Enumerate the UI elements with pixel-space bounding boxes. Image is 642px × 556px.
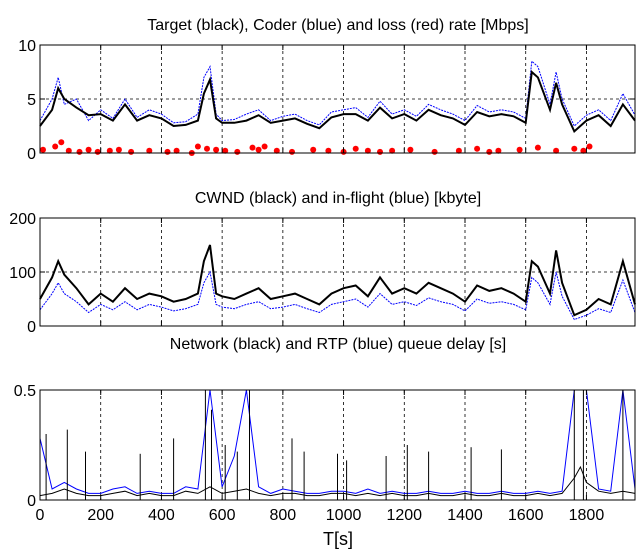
plot-area-0 [39,45,636,156]
plot-area-2 [39,389,636,500]
x-tick-label: 0 [36,507,45,524]
loss-point [377,148,383,155]
loss-point [106,147,113,154]
loss-point [249,144,256,151]
x-tick-label: 1200 [386,507,422,524]
plot-area-1 [39,218,636,326]
loss-point [431,148,438,155]
rtp-delay-line [39,389,636,494]
y-tick-label: 0 [27,493,36,510]
panel-cwnd-title: CWND (black) and in-flight (blue) [kbyte… [195,190,481,207]
y-tick-label: 10 [18,38,36,55]
loss-point [128,148,135,155]
loss-point [58,139,65,146]
loss-point [255,146,262,153]
y-tick-label: 0.5 [14,383,36,400]
loss-point [261,143,268,150]
panel-delay-title: Network (black) and RTP (blue) queue del… [170,336,506,353]
x-tick-label: 1800 [569,507,605,524]
loss-point [486,148,493,155]
x-tick-label: 1400 [447,507,483,524]
y-tick-label: 5 [27,92,36,109]
loss-point [85,146,92,153]
x-tick-label: 1600 [508,507,544,524]
loss-point [234,148,241,155]
loss-point [52,143,59,150]
loss-point [222,147,229,154]
loss-point [194,143,201,150]
x-tick-label: 1000 [326,507,362,524]
loss-point [204,145,210,152]
x-tick-label: 800 [270,507,297,524]
loss-point [516,146,523,153]
loss-point [310,146,317,153]
loss-point [146,147,153,154]
loss-point [94,148,101,155]
loss-point [455,147,462,154]
target-rate-line [39,69,636,134]
y-tick-label: 0 [27,319,36,336]
coder-rate-line [39,60,636,127]
loss-point [273,147,280,154]
axes-frame-2 [39,389,636,501]
loss-point [364,147,371,154]
loss-point [76,148,83,155]
loss-point [352,145,359,152]
x-tick-label: 200 [87,507,114,524]
loss-point [65,147,72,154]
panel-delay: Network (black) and RTP (blue) queue del… [14,336,636,549]
x-tick-label: 400 [148,507,175,524]
loss-point [40,146,46,153]
y-tick-label: 100 [9,265,36,282]
cwnd-line [39,244,636,317]
loss-point [571,145,578,152]
loss-point [164,148,171,155]
loss-point [586,143,593,150]
y-tick-label: 0 [27,146,36,163]
loss-point [553,147,560,154]
x-tick-label: 600 [209,507,236,524]
y-tick-label: 200 [9,211,36,228]
panel-rate: Target (black), Coder (blue) and loss (r… [18,17,636,163]
loss-point [389,147,396,154]
loss-point [213,146,220,153]
panel-cwnd: CWND (black) and in-flight (blue) [kbyte… [9,190,636,336]
network-delay-line [39,465,636,497]
loss-point [325,147,332,154]
loss-point [115,146,122,153]
panel-rate-title: Target (black), Coder (blue) and loss (r… [147,17,528,34]
loss-point [495,147,502,154]
x-axis-label: T[s] [323,529,353,549]
loss-point [173,147,180,154]
loss-point [407,146,414,153]
inflight-line [39,270,636,321]
loss-point [580,147,587,154]
loss-point [474,145,481,152]
loss-point [289,148,295,155]
loss-point [534,144,541,151]
